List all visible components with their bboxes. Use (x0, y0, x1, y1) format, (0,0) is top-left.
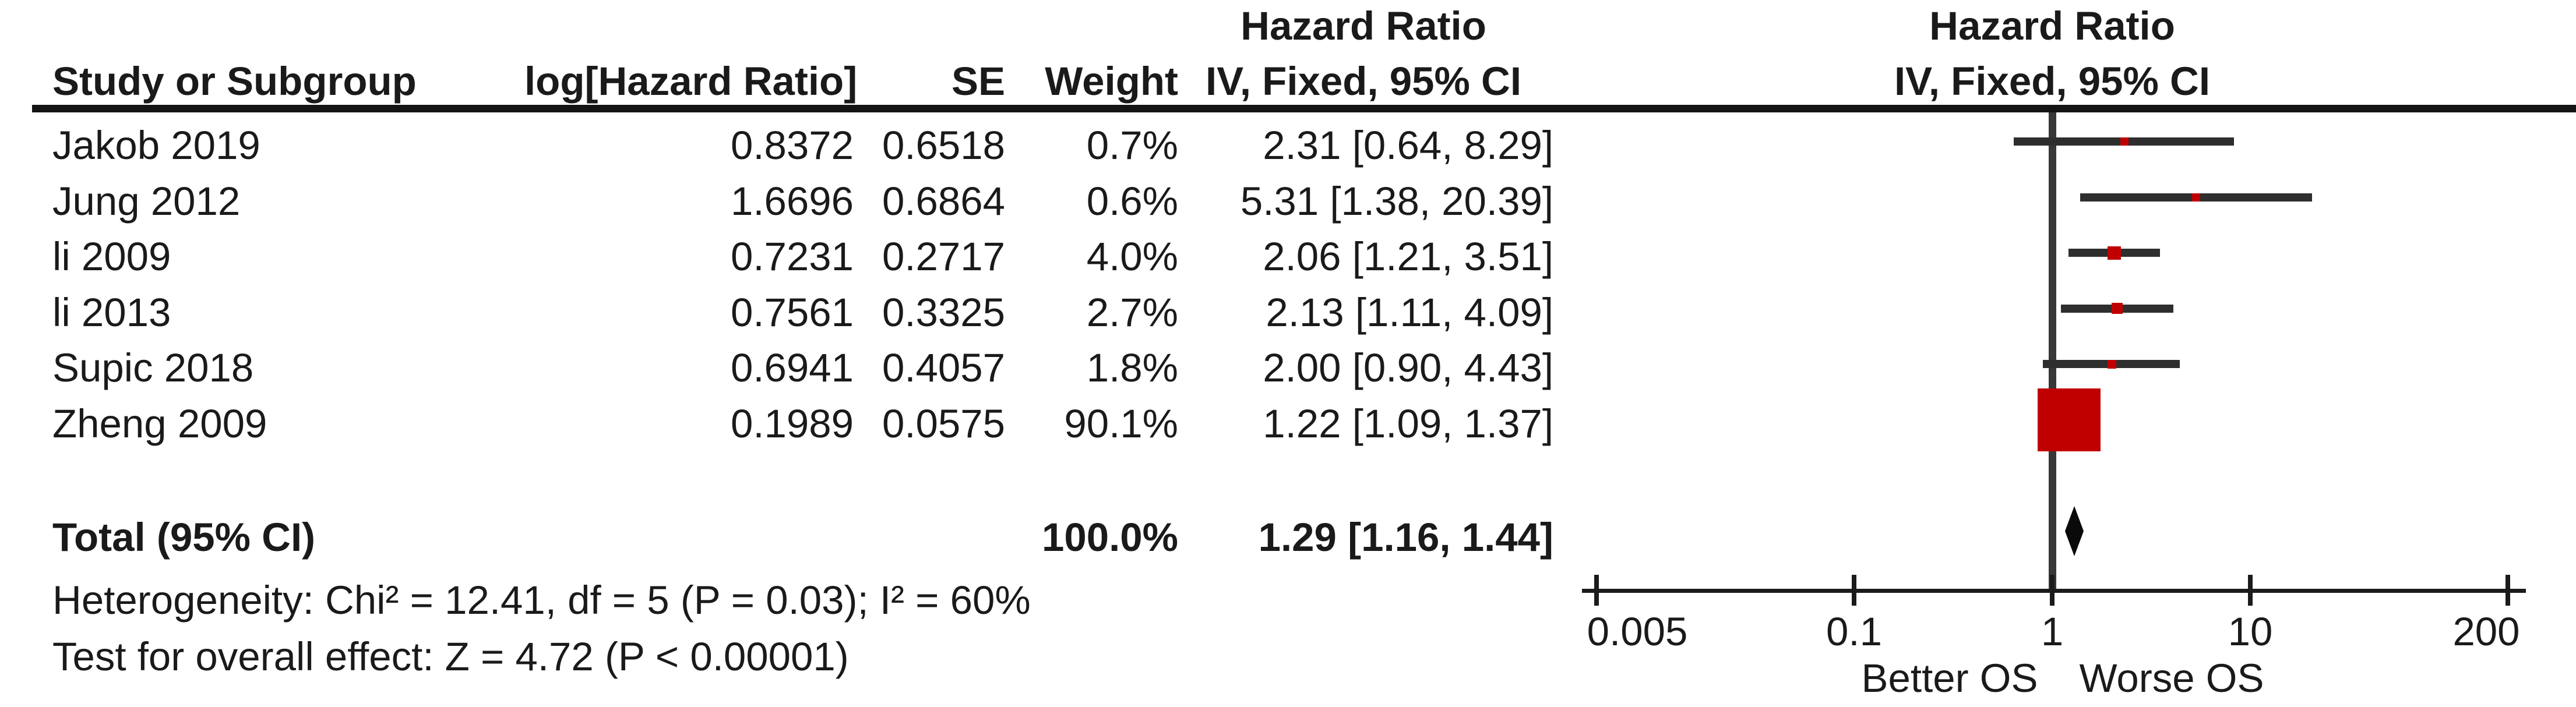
x-axis-tick (1852, 575, 1856, 606)
weight-value: 0.7% (1086, 123, 1178, 168)
log-hr-value: 0.7561 (730, 290, 854, 335)
axis-annotation-better: Better OS (1861, 656, 2038, 701)
hr-ci-value: 2.00 [0.90, 4.43] (1263, 345, 1553, 390)
x-axis-tick-label: 1 (2041, 609, 2064, 654)
hr-ci-value: 2.31 [0.64, 8.29] (1263, 123, 1553, 168)
x-axis-tick (2248, 575, 2253, 606)
point-estimate-marker (2120, 137, 2129, 146)
weight-value: 90.1% (1064, 401, 1178, 446)
null-effect-line (2049, 112, 2056, 593)
col-header-weight: Weight (1045, 59, 1178, 104)
overall-effect-footnote: Test for overall effect: Z = 4.72 (P < 0… (52, 634, 849, 679)
weight-value: 2.7% (1086, 290, 1178, 335)
total-label: Total (95% CI) (52, 515, 316, 560)
x-axis-tick-label: 200 (2452, 609, 2520, 654)
hr-ci-value: 2.13 [1.11, 4.09] (1266, 290, 1553, 335)
weight-value: 0.6% (1086, 179, 1178, 224)
se-value: 0.6864 (882, 179, 1005, 224)
se-value: 0.2717 (882, 234, 1005, 279)
total-weight: 100.0% (1041, 515, 1178, 560)
log-hr-value: 0.6941 (730, 345, 854, 390)
x-axis-tick (2050, 575, 2055, 606)
study-label: Supic 2018 (52, 345, 254, 390)
point-estimate-marker (2112, 303, 2123, 314)
log-hr-value: 0.7231 (730, 234, 854, 279)
study-label: Jung 2012 (52, 179, 241, 224)
hr-ci-value: 5.31 [1.38, 20.39] (1240, 179, 1553, 224)
study-label: Zheng 2009 (52, 401, 267, 446)
heterogeneity-footnote: Heterogeneity: Chi² = 12.41, df = 5 (P =… (52, 578, 1031, 623)
x-axis-tick (1594, 575, 1599, 606)
se-value: 0.0575 (882, 401, 1005, 446)
left-ci-column-header-line1: Hazard Ratio (1241, 3, 1486, 48)
col-header-study: Study or Subgroup (52, 59, 417, 104)
left-ci-column-header-line2: IV, Fixed, 95% CI (1205, 59, 1522, 104)
plot-header-line2: IV, Fixed, 95% CI (1894, 59, 2211, 104)
hr-ci-value: 1.22 [1.09, 1.37] (1263, 401, 1553, 446)
x-axis-tick (2505, 575, 2510, 606)
point-estimate-marker (2038, 388, 2101, 451)
study-label: li 2009 (52, 234, 171, 279)
point-estimate-marker (2108, 246, 2121, 260)
col-header-se: SE (951, 59, 1005, 104)
x-axis-tick-label: 10 (2228, 609, 2273, 654)
total-ci-text: 1.29 [1.16, 1.44] (1258, 515, 1553, 560)
axis-annotation-worse: Worse OS (2079, 656, 2264, 701)
weight-value: 4.0% (1086, 234, 1178, 279)
point-estimate-marker (2192, 193, 2200, 202)
study-label: Jakob 2019 (52, 123, 260, 168)
log-hr-value: 0.8372 (730, 123, 854, 168)
log-hr-value: 0.1989 (730, 401, 854, 446)
se-value: 0.3325 (882, 290, 1005, 335)
x-axis-tick-label: 0.005 (1587, 609, 1688, 654)
pooled-effect-diamond (2065, 506, 2084, 556)
point-estimate-marker (2108, 360, 2116, 369)
study-label: li 2013 (52, 290, 171, 335)
header-separator-rule (32, 105, 2576, 112)
col-header-log-hr: log[Hazard Ratio] (524, 59, 858, 104)
log-hr-value: 1.6696 (730, 179, 854, 224)
hr-ci-value: 2.06 [1.21, 3.51] (1263, 234, 1553, 279)
weight-value: 1.8% (1086, 345, 1178, 390)
se-value: 0.6518 (882, 123, 1005, 168)
plot-header-line1: Hazard Ratio (1929, 3, 2175, 48)
se-value: 0.4057 (882, 345, 1005, 390)
x-axis-tick-label: 0.1 (1826, 609, 1882, 654)
